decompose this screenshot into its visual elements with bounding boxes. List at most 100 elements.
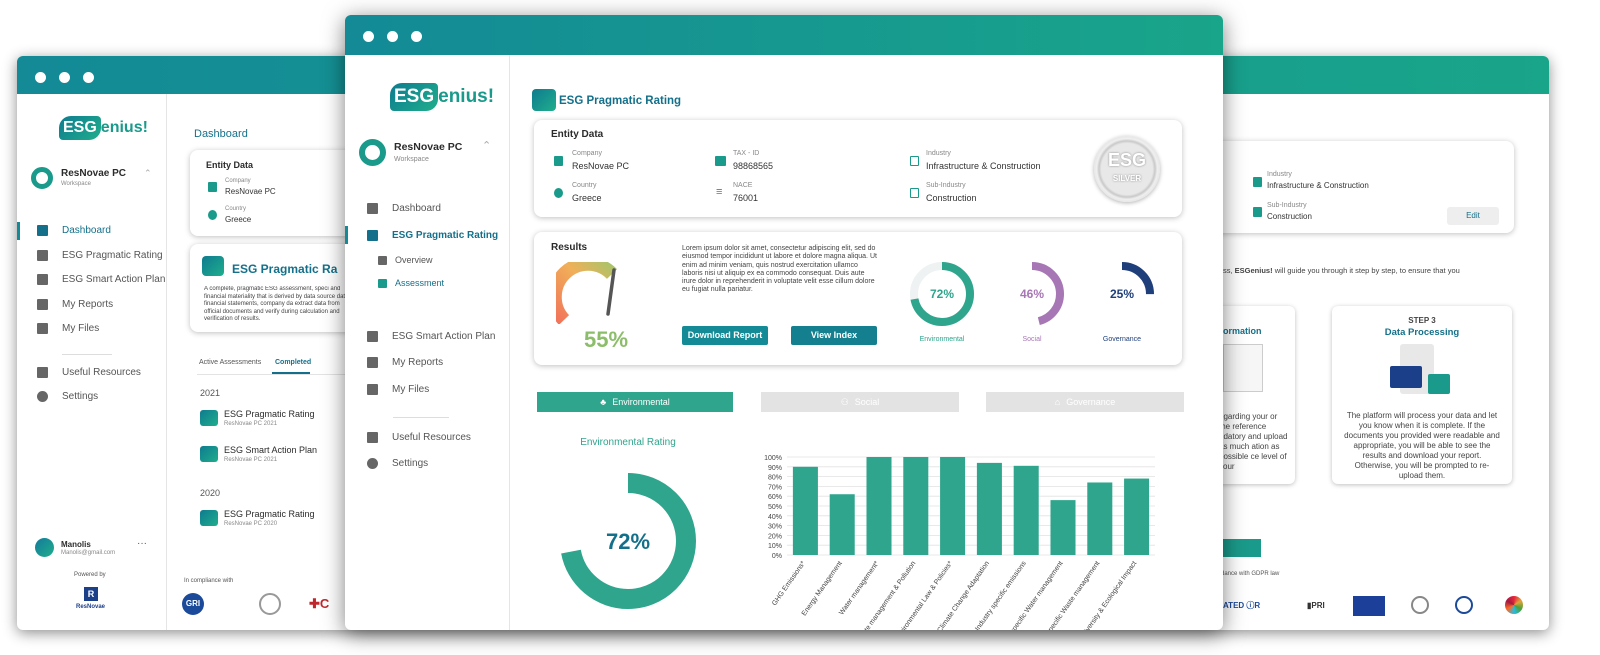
window-dot[interactable] xyxy=(35,72,46,83)
data-processing-illustration xyxy=(1388,344,1458,402)
download-report-button[interactable]: Download Report xyxy=(682,326,768,345)
main-window-titlebar xyxy=(345,15,1223,55)
chart-icon xyxy=(367,230,378,241)
workspace-name[interactable]: ResNovae PC xyxy=(61,168,127,179)
logo: ESG enius! xyxy=(59,116,148,140)
nav-reports[interactable]: My Reports xyxy=(367,357,443,368)
bar[interactable] xyxy=(792,466,818,555)
gear-icon xyxy=(367,458,378,469)
workspace-avatar xyxy=(31,167,53,189)
nace-value: 76001 xyxy=(733,193,759,203)
view-index-button[interactable]: View Index xyxy=(791,326,877,345)
nav-dashboard[interactable]: Dashboard xyxy=(37,225,111,236)
nace-label: NACE xyxy=(733,182,753,189)
divider xyxy=(393,417,449,418)
nav-files[interactable]: My Files xyxy=(37,323,99,334)
governance-label: Governance xyxy=(1102,336,1142,343)
window-dot[interactable] xyxy=(59,72,70,83)
country-label: Country xyxy=(572,182,597,189)
tab-governance[interactable]: ⌂ Governance xyxy=(986,392,1184,412)
building-icon xyxy=(554,156,563,166)
tab-completed[interactable]: Completed xyxy=(275,359,312,366)
bar[interactable] xyxy=(1013,465,1039,555)
page-title: Dashboard xyxy=(194,128,248,140)
nav-files[interactable]: My Files xyxy=(367,384,429,395)
user-avatar[interactable] xyxy=(35,538,54,557)
nav-resources[interactable]: Useful Resources xyxy=(367,432,471,443)
nav-action-plan[interactable]: ESG Smart Action Plan xyxy=(37,274,165,285)
bar[interactable] xyxy=(1087,482,1113,555)
nav-assessment[interactable]: Assessment xyxy=(378,278,444,288)
plan-icon xyxy=(37,274,48,285)
bar[interactable] xyxy=(866,457,892,555)
nav-overview[interactable]: Overview xyxy=(378,255,433,265)
assessment-icon xyxy=(378,278,387,288)
workspace-switch-icon[interactable]: ⌃ xyxy=(482,140,492,152)
bar[interactable] xyxy=(829,494,855,555)
gri-logo-icon: GRI xyxy=(182,593,204,615)
building-columns-icon: ⌂ xyxy=(1054,397,1061,407)
bar[interactable] xyxy=(903,457,929,555)
nav-dashboard[interactable]: Dashboard xyxy=(367,203,441,214)
x-tick-label: Energy Management xyxy=(801,560,844,617)
entity-title: Entity Data xyxy=(551,129,604,140)
tab-environmental[interactable]: ♣ Environmental xyxy=(537,392,733,412)
nav-resources[interactable]: Useful Resources xyxy=(37,367,141,378)
social-value: 46% xyxy=(1019,287,1045,301)
user-menu-icon[interactable]: ··· xyxy=(137,538,147,549)
nav-pragmatic-rating[interactable]: ESG Pragmatic Rating xyxy=(367,230,498,241)
governance-value: 25% xyxy=(1109,287,1135,301)
back-sidebar: ESG enius! ResNovae PC Workspace ⌃ Dashbo… xyxy=(17,94,167,630)
gear-icon xyxy=(37,391,48,402)
promo-card[interactable]: ESG Pragmatic Ra A complete, pragmatic E… xyxy=(190,244,360,332)
bar[interactable] xyxy=(976,462,1002,555)
company-label: Company xyxy=(572,150,602,157)
bar[interactable] xyxy=(940,457,966,555)
bar[interactable] xyxy=(1050,500,1076,555)
x-tick-label: GHG Emissions* xyxy=(771,560,807,607)
workspace-switch-icon[interactable]: ⌃ xyxy=(144,168,152,178)
bar[interactable] xyxy=(1124,478,1150,555)
rating-icon xyxy=(532,89,556,111)
window-dot[interactable] xyxy=(387,31,398,42)
y-tick-label: 60% xyxy=(768,494,782,501)
assessment-title[interactable]: ESG Pragmatic Rating xyxy=(224,409,315,419)
edit-button[interactable]: Edit xyxy=(1447,207,1499,225)
results-text: Lorem ipsum dolor sit amet, consectetur … xyxy=(682,245,877,294)
workspace-avatar xyxy=(359,139,386,166)
assessment-title[interactable]: ESG Pragmatic Rating xyxy=(224,509,315,519)
y-tick-label: 50% xyxy=(768,504,782,511)
window-dot[interactable] xyxy=(411,31,422,42)
nav-reports[interactable]: My Reports xyxy=(37,299,113,310)
nav-settings[interactable]: Settings xyxy=(37,391,98,402)
chart-icon xyxy=(37,250,48,261)
industry-value: Infrastructure & Construction xyxy=(1267,181,1369,190)
year-label: 2021 xyxy=(200,388,221,398)
window-dot[interactable] xyxy=(83,72,94,83)
workspace-name[interactable]: ResNovae PC xyxy=(394,141,463,153)
entity-title: Entity Data xyxy=(206,160,254,170)
results-card: Results 55% Lorem ipsum dolor sit amet, … xyxy=(534,232,1182,365)
assessment-title[interactable]: ESG Smart Action Plan xyxy=(224,445,318,455)
assessment-icon xyxy=(200,446,218,462)
country-label: Country xyxy=(225,206,247,212)
taxid-value: 98868565 xyxy=(733,161,774,171)
subindustry-value: Construction xyxy=(926,193,977,203)
resnovae-logo-icon: R xyxy=(84,587,98,601)
leaf-hand-icon: ♣ xyxy=(600,397,607,407)
tab-active-assessments[interactable]: Active Assessments xyxy=(199,359,262,366)
continue-button[interactable] xyxy=(1217,539,1261,557)
people-icon: ⚇ xyxy=(840,397,849,407)
files-icon xyxy=(367,384,378,395)
integrated-logo-icon: ATED ⓘR xyxy=(1223,601,1261,610)
nav-settings[interactable]: Settings xyxy=(367,458,428,469)
country-value: Greece xyxy=(572,193,602,203)
tab-social[interactable]: ⚇ Social xyxy=(761,392,959,412)
user-email: Manolis@gmail.com xyxy=(61,550,116,556)
assessment-sub: ResNovae PC 2021 xyxy=(224,421,278,427)
window-dot[interactable] xyxy=(363,31,374,42)
taxid-label: TAX - ID xyxy=(733,150,760,157)
nav-pragmatic-rating[interactable]: ESG Pragmatic Rating xyxy=(37,250,163,261)
nav-action-plan[interactable]: ESG Smart Action Plan xyxy=(367,331,495,342)
subindustry-label: Sub-Industry xyxy=(1267,202,1307,209)
